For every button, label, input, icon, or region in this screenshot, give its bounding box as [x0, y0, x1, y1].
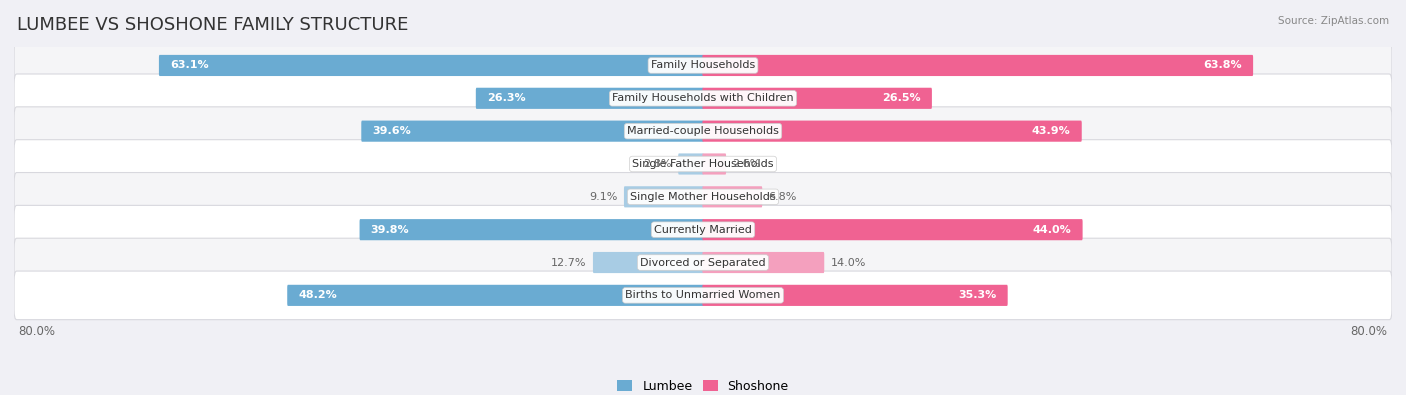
Legend: Lumbee, Shoshone: Lumbee, Shoshone: [613, 375, 793, 395]
Text: Family Households: Family Households: [651, 60, 755, 70]
Text: 2.6%: 2.6%: [733, 159, 761, 169]
Text: 39.8%: 39.8%: [371, 225, 409, 235]
FancyBboxPatch shape: [14, 107, 1392, 156]
FancyBboxPatch shape: [703, 252, 824, 273]
Text: 39.6%: 39.6%: [373, 126, 411, 136]
Text: Single Father Households: Single Father Households: [633, 159, 773, 169]
FancyBboxPatch shape: [703, 285, 1008, 306]
FancyBboxPatch shape: [14, 173, 1392, 221]
FancyBboxPatch shape: [703, 219, 1083, 240]
FancyBboxPatch shape: [287, 285, 703, 306]
Text: 48.2%: 48.2%: [298, 290, 337, 300]
Text: 44.0%: 44.0%: [1033, 225, 1071, 235]
Text: 80.0%: 80.0%: [18, 325, 55, 338]
Text: 2.8%: 2.8%: [644, 159, 672, 169]
FancyBboxPatch shape: [703, 186, 762, 207]
Text: 63.8%: 63.8%: [1204, 60, 1241, 70]
Text: Source: ZipAtlas.com: Source: ZipAtlas.com: [1278, 16, 1389, 26]
Text: 35.3%: 35.3%: [959, 290, 997, 300]
FancyBboxPatch shape: [361, 120, 703, 142]
FancyBboxPatch shape: [14, 41, 1392, 90]
FancyBboxPatch shape: [678, 153, 703, 175]
FancyBboxPatch shape: [14, 205, 1392, 254]
Text: 14.0%: 14.0%: [831, 258, 866, 267]
FancyBboxPatch shape: [14, 74, 1392, 122]
Text: Currently Married: Currently Married: [654, 225, 752, 235]
FancyBboxPatch shape: [475, 88, 703, 109]
FancyBboxPatch shape: [703, 120, 1081, 142]
FancyBboxPatch shape: [14, 271, 1392, 320]
FancyBboxPatch shape: [14, 140, 1392, 188]
FancyBboxPatch shape: [703, 55, 1253, 76]
Text: 6.8%: 6.8%: [769, 192, 797, 202]
Text: 26.3%: 26.3%: [486, 93, 526, 103]
Text: Married-couple Households: Married-couple Households: [627, 126, 779, 136]
FancyBboxPatch shape: [624, 186, 703, 207]
Text: Divorced or Separated: Divorced or Separated: [640, 258, 766, 267]
Text: 12.7%: 12.7%: [551, 258, 586, 267]
FancyBboxPatch shape: [14, 238, 1392, 287]
FancyBboxPatch shape: [593, 252, 703, 273]
Text: 26.5%: 26.5%: [882, 93, 921, 103]
Text: Single Mother Households: Single Mother Households: [630, 192, 776, 202]
Text: Family Households with Children: Family Households with Children: [612, 93, 794, 103]
Text: 9.1%: 9.1%: [589, 192, 617, 202]
Text: 80.0%: 80.0%: [1351, 325, 1388, 338]
Text: 63.1%: 63.1%: [170, 60, 208, 70]
FancyBboxPatch shape: [703, 88, 932, 109]
Text: Births to Unmarried Women: Births to Unmarried Women: [626, 290, 780, 300]
FancyBboxPatch shape: [360, 219, 703, 240]
FancyBboxPatch shape: [159, 55, 703, 76]
FancyBboxPatch shape: [703, 153, 725, 175]
Text: LUMBEE VS SHOSHONE FAMILY STRUCTURE: LUMBEE VS SHOSHONE FAMILY STRUCTURE: [17, 16, 408, 34]
Text: 43.9%: 43.9%: [1032, 126, 1071, 136]
